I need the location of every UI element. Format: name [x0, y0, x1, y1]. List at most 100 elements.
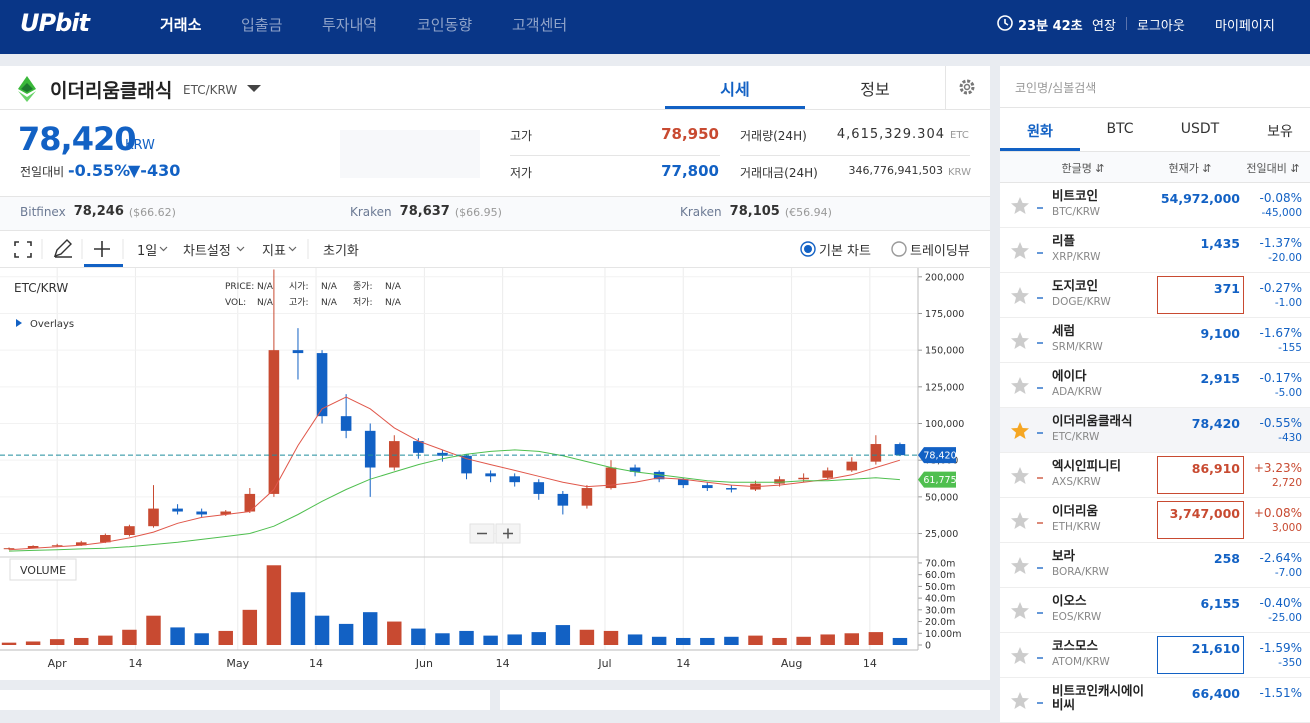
row-icons — [1011, 332, 1043, 349]
row-icons — [1011, 422, 1043, 439]
favorite-star[interactable] — [1011, 467, 1029, 484]
mypage-button[interactable]: 마이페이지 — [1215, 19, 1275, 34]
nav-item[interactable]: 거래소 — [160, 16, 202, 34]
market-row[interactable] — [1000, 363, 1310, 408]
row-icons — [1011, 557, 1043, 574]
candle-body — [798, 477, 809, 480]
market-tab[interactable]: BTC — [1106, 121, 1134, 137]
nav-item[interactable]: 고객센터 — [512, 16, 568, 34]
candle-body — [244, 493, 256, 512]
market-row[interactable] — [1000, 453, 1310, 498]
settings-icon[interactable] — [958, 78, 976, 96]
volume-bar — [459, 630, 474, 645]
search-input[interactable]: 코인명/심볼검색 — [1015, 81, 1097, 95]
y-tick-label: 25,000 — [925, 529, 958, 540]
candle-body — [268, 350, 280, 494]
legend-value: N/A — [257, 282, 274, 292]
candle-body — [485, 473, 496, 477]
volume-bar — [676, 637, 691, 645]
change-rate: +0.08% — [1253, 506, 1302, 520]
market-row[interactable] — [1000, 408, 1310, 453]
favorite-star[interactable] — [1011, 422, 1029, 439]
interval-select[interactable]: 1일 — [137, 244, 158, 259]
volume-bar — [122, 629, 137, 645]
x-tick-label: Apr — [48, 657, 68, 670]
chart-settings[interactable]: 차트설정 — [183, 244, 231, 259]
favorite-star[interactable] — [1011, 692, 1029, 709]
favorite-star[interactable] — [1011, 647, 1029, 664]
market-row[interactable] — [1000, 633, 1310, 678]
market-row[interactable] — [1000, 318, 1310, 363]
market-tab[interactable]: 원화 — [1027, 124, 1053, 140]
logo[interactable]: UPbit — [20, 9, 90, 37]
favorite-star[interactable] — [1011, 332, 1029, 349]
change-amount: ▼-430 — [128, 161, 181, 180]
market-row[interactable] — [1000, 498, 1310, 543]
row-icons — [1011, 197, 1043, 214]
reset[interactable]: 초기화 — [323, 244, 359, 259]
coin-symbol: AXS/KRW — [1052, 476, 1101, 488]
volume-title: VOLUME — [20, 564, 66, 577]
market-row[interactable] — [1000, 543, 1310, 588]
tab-info[interactable]: 정보 — [860, 80, 890, 99]
volume-bar — [700, 637, 715, 645]
column-header[interactable]: 현재가 ⇵ — [1168, 162, 1212, 175]
volume-bar — [242, 609, 258, 645]
volume-bar — [338, 623, 354, 645]
market-row[interactable] — [1000, 183, 1310, 228]
x-tick-label: 14 — [863, 657, 877, 670]
exchange-name: Bitfinex — [20, 205, 66, 219]
logout-button[interactable]: 로그아웃 — [1137, 19, 1185, 34]
stat-unit: KRW — [948, 167, 971, 178]
column-header[interactable]: 한글명 ⇵ — [1061, 162, 1105, 175]
change-rate: +3.23% — [1253, 461, 1302, 475]
market-tab[interactable]: USDT — [1180, 121, 1220, 137]
change-rate: -0.08% — [1259, 191, 1302, 205]
dropdown-arrow[interactable] — [247, 85, 261, 93]
y-tick-label: 200,000 — [925, 272, 964, 283]
tab-quote[interactable]: 시세 — [720, 80, 750, 99]
extend-button[interactable]: 연장 — [1092, 19, 1116, 34]
ma-badge-label: 61,775 — [923, 475, 956, 486]
coin-icon — [18, 76, 36, 102]
fullscreen-icon[interactable] — [14, 241, 32, 258]
change-rate: -1.59% — [1259, 641, 1302, 655]
coin-price: 21,610 — [1191, 641, 1240, 656]
favorite-star[interactable] — [1011, 197, 1029, 214]
volume-bar — [603, 630, 619, 645]
favorite-star[interactable] — [1011, 242, 1029, 259]
favorite-star[interactable] — [1011, 512, 1029, 529]
market-row[interactable] — [1000, 273, 1310, 318]
candle-body — [726, 488, 737, 490]
market-row[interactable] — [1000, 588, 1310, 633]
basic-chart[interactable]: 기본 차트 — [819, 244, 871, 259]
nav-item[interactable]: 코인동향 — [417, 16, 473, 34]
exchange-ref: ($66.62) — [128, 206, 176, 219]
crosshair-icon[interactable] — [94, 241, 110, 257]
nav-item[interactable]: 투자내역 — [322, 16, 378, 34]
candle-body — [292, 350, 304, 354]
column-header[interactable]: 전일대비 ⇵ — [1246, 162, 1300, 175]
coin-symbol: XRP/KRW — [1052, 251, 1101, 263]
price-highlight — [1157, 456, 1244, 494]
divider — [1000, 151, 1310, 152]
market-tab[interactable]: 보유 — [1267, 124, 1293, 140]
favorite-star[interactable] — [1011, 557, 1029, 574]
volume-bar — [555, 625, 571, 645]
y-tick-label: 125,000 — [925, 382, 964, 393]
market-row[interactable] — [1000, 228, 1310, 273]
draw-icon[interactable] — [53, 239, 72, 258]
volume-tick-label: 20.0m — [925, 617, 955, 628]
favorite-star[interactable] — [1011, 287, 1029, 304]
radio-on[interactable] — [800, 241, 816, 257]
tradingview[interactable]: 트레이딩뷰 — [910, 244, 970, 259]
nav-item[interactable]: 입출금 — [241, 16, 283, 34]
change-rate: -0.40% — [1259, 596, 1302, 610]
favorite-star[interactable] — [1011, 602, 1029, 619]
indicators[interactable]: 지표 — [262, 244, 286, 259]
favorite-star[interactable] — [1011, 377, 1029, 394]
volume-tick-label: 0 — [925, 641, 931, 652]
volume-bar — [98, 635, 113, 645]
price-highlight — [1157, 636, 1244, 674]
radio-off[interactable] — [891, 241, 907, 257]
